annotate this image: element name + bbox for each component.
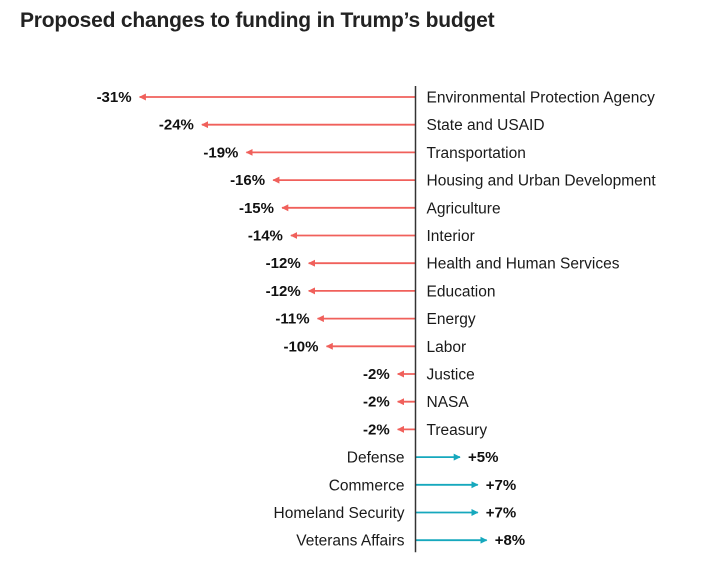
row-education: Education -12% bbox=[266, 283, 496, 301]
category-label-homeland-security: Homeland Security bbox=[274, 505, 405, 522]
row-state-and-usaid: State and USAID -24% bbox=[159, 117, 545, 135]
category-label-housing-and-urban-development: Housing and Urban Development bbox=[427, 173, 657, 190]
category-label-labor: Labor bbox=[427, 339, 467, 356]
value-label-treasury: -2% bbox=[363, 421, 390, 438]
category-label-health-and-human-services: Health and Human Services bbox=[427, 256, 620, 273]
value-label-interior: -14% bbox=[248, 228, 283, 245]
row-energy: Energy -11% bbox=[275, 311, 475, 329]
value-label-defense: +5% bbox=[468, 449, 498, 466]
value-label-veterans-affairs: +8% bbox=[495, 532, 525, 549]
category-label-energy: Energy bbox=[427, 311, 476, 328]
row-nasa: NASA -2% bbox=[363, 394, 469, 412]
row-homeland-security: Homeland Security +7% bbox=[274, 505, 517, 523]
row-defense: Defense +5% bbox=[347, 449, 499, 467]
category-label-transportation: Transportation bbox=[427, 145, 526, 162]
value-label-commerce: +7% bbox=[486, 477, 516, 494]
value-label-health-and-human-services: -12% bbox=[266, 255, 301, 272]
value-label-energy: -11% bbox=[275, 311, 309, 328]
category-label-environmental-protection-agency: Environmental Protection Agency bbox=[427, 90, 656, 107]
row-labor: Labor -10% bbox=[283, 338, 466, 356]
value-label-nasa: -2% bbox=[363, 394, 390, 411]
value-label-education: -12% bbox=[266, 283, 301, 300]
row-interior: Interior -14% bbox=[248, 228, 475, 246]
value-label-environmental-protection-agency: -31% bbox=[97, 89, 132, 106]
category-label-veterans-affairs: Veterans Affairs bbox=[296, 533, 405, 550]
row-commerce: Commerce +7% bbox=[329, 477, 517, 495]
row-veterans-affairs: Veterans Affairs +8% bbox=[296, 532, 525, 550]
value-label-housing-and-urban-development: -16% bbox=[230, 172, 265, 189]
row-agriculture: Agriculture -15% bbox=[239, 200, 501, 218]
row-environmental-protection-agency: Environmental Protection Agency -31% bbox=[97, 89, 656, 107]
value-label-justice: -2% bbox=[363, 366, 390, 383]
category-label-agriculture: Agriculture bbox=[427, 200, 501, 217]
value-label-agriculture: -15% bbox=[239, 200, 274, 217]
row-transportation: Transportation -19% bbox=[203, 144, 526, 162]
row-treasury: Treasury -2% bbox=[363, 421, 487, 439]
value-label-transportation: -19% bbox=[203, 144, 238, 161]
row-health-and-human-services: Health and Human Services -12% bbox=[266, 255, 620, 273]
chart-title: Proposed changes to funding in Trump’s b… bbox=[20, 9, 495, 32]
row-housing-and-urban-development: Housing and Urban Development -16% bbox=[230, 172, 656, 190]
category-label-interior: Interior bbox=[427, 228, 475, 245]
category-label-commerce: Commerce bbox=[329, 477, 405, 494]
value-label-state-and-usaid: -24% bbox=[159, 117, 194, 134]
value-label-labor: -10% bbox=[283, 338, 318, 355]
category-label-treasury: Treasury bbox=[427, 422, 488, 439]
category-label-nasa: NASA bbox=[427, 394, 470, 411]
category-label-defense: Defense bbox=[347, 450, 405, 467]
category-label-state-and-usaid: State and USAID bbox=[427, 117, 545, 134]
value-label-homeland-security: +7% bbox=[486, 505, 516, 522]
category-label-justice: Justice bbox=[427, 367, 475, 384]
row-justice: Justice -2% bbox=[363, 366, 475, 384]
category-label-education: Education bbox=[427, 283, 496, 300]
